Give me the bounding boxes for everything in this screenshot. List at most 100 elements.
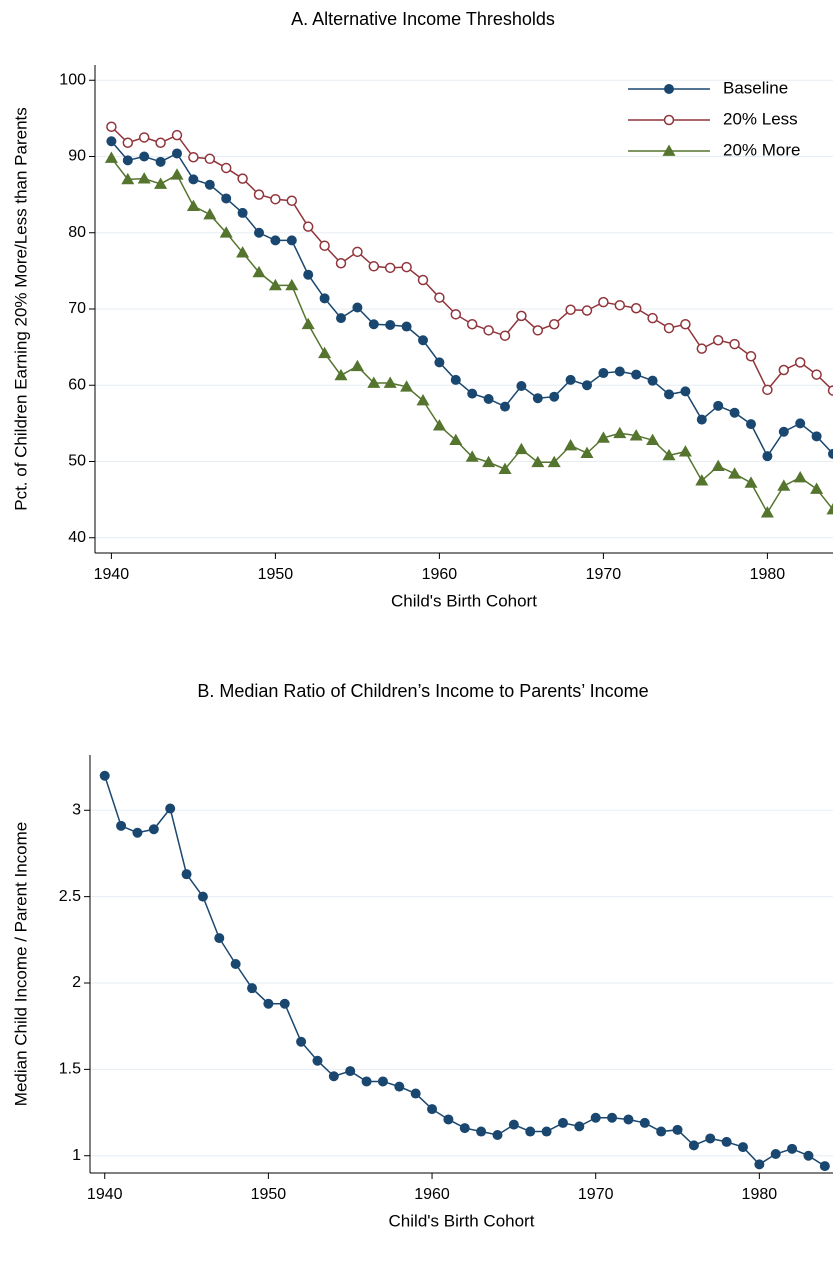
marker [688,1140,699,1151]
marker [219,226,233,238]
marker [639,1117,650,1128]
marker [482,455,496,468]
marker [745,351,757,362]
marker [737,1142,748,1153]
marker [319,240,330,251]
marker [754,1159,765,1170]
marker [705,1133,716,1144]
marker [361,1076,372,1087]
marker [803,1150,814,1161]
marker [427,1104,438,1115]
marker [432,419,446,431]
marker [139,151,150,162]
marker [204,179,215,190]
marker [492,1130,503,1140]
marker [662,448,676,461]
x-tick-label: 1980 [742,1186,778,1203]
x-tick-label: 1940 [94,566,130,583]
series-line [110,140,833,458]
marker [385,320,396,331]
marker [778,364,790,376]
marker [188,174,199,185]
marker [368,261,380,272]
marker [312,1055,323,1066]
marker [352,246,363,258]
marker [104,151,118,163]
marker [729,407,740,418]
marker [237,207,248,218]
marker [721,1136,732,1147]
marker [285,278,299,291]
marker [827,385,833,396]
marker [514,442,528,455]
marker [121,172,135,185]
marker [614,299,626,311]
marker [286,235,297,246]
marker [712,335,724,346]
marker [541,1126,552,1137]
marker [607,1112,618,1123]
marker [122,137,134,149]
marker [302,221,314,232]
marker [582,380,592,391]
series-line [104,775,826,1167]
marker [450,374,461,385]
marker [508,1119,519,1130]
marker [318,346,332,359]
marker [656,1126,667,1137]
marker [263,998,274,1009]
marker [237,173,248,184]
marker [170,168,184,180]
marker [795,418,806,429]
marker [646,433,660,446]
marker [762,451,773,462]
marker [711,459,725,471]
marker [466,319,478,330]
y-tick-label: 2.5 [59,888,81,905]
marker [548,319,560,330]
marker [647,312,658,324]
marker [443,1114,454,1125]
x-axis-label: Child's Birth Cohort [389,1211,535,1230]
marker [188,152,199,163]
marker [335,258,347,269]
marker [154,177,168,189]
marker [564,438,578,451]
marker [204,153,216,165]
marker [613,426,627,439]
marker [368,319,379,330]
marker [301,317,315,330]
marker [623,1114,634,1125]
marker [574,1121,585,1132]
marker [499,330,511,341]
marker [165,803,176,814]
marker [663,114,675,126]
x-axis-label: Child's Birth Cohort [391,591,537,610]
y-axis-label: Pct. of Children Earning 20% More/Less t… [11,107,30,511]
marker [303,269,314,280]
legend-label: Baseline [723,78,788,97]
marker [647,375,658,386]
marker [467,388,478,399]
marker [598,296,609,308]
x-tick-label: 1960 [422,566,458,583]
marker [826,503,833,515]
marker [483,393,494,404]
marker [236,246,250,258]
marker [172,148,182,159]
marker [672,1124,683,1135]
y-tick-label: 100 [59,71,86,88]
marker [787,1143,798,1154]
marker [296,1036,307,1047]
marker [680,386,691,397]
marker [214,933,225,944]
marker [819,1161,830,1172]
marker [137,172,151,184]
marker [286,195,298,206]
marker [662,144,676,156]
marker [181,869,192,880]
marker [328,1071,339,1082]
marker [465,450,479,462]
marker [664,389,674,400]
